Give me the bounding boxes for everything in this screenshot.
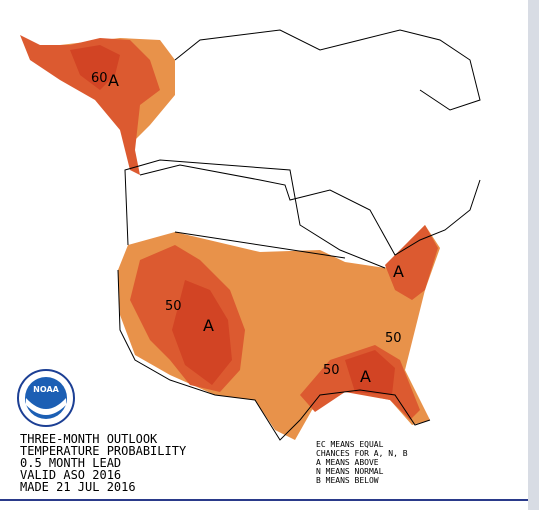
category-label: A [360,367,371,386]
region-above-50 [20,35,160,175]
logo-text: NOAA [33,385,59,394]
category-label: A [108,71,119,90]
legend-line: A MEANS ABOVE [316,458,379,467]
title-line: TEMPERATURE PROBABILITY [20,444,187,458]
coastline [174,29,481,111]
border [124,159,386,269]
title-line: MADE 21 JUL 2016 [20,480,136,494]
title-block: THREE-MONTH OUTLOOK TEMPERATURE PROBABIL… [20,432,187,494]
legend-line: CHANCES FOR A, N, B [316,449,408,458]
contour-label: 50 [385,331,402,346]
coastline [139,164,481,256]
region-above-40-northeast [385,225,438,300]
contour-label: 60 [91,71,108,86]
title-line: VALID ASO 2016 [20,468,121,482]
region-above-50-southeast [345,350,395,395]
title-line: 0.5 MONTH LEAD [20,456,121,470]
category-label: A [393,262,404,281]
title-line: THREE-MONTH OUTLOOK [20,432,158,446]
legend-line: N MEANS NORMAL [316,467,384,476]
region-above-60 [70,45,120,90]
contour-label: 50 [165,299,182,314]
legend-line: B MEANS BELOW [316,476,379,485]
category-label: A [203,316,214,335]
border [174,231,346,259]
noaa-logo: NOAA [17,369,75,427]
coastline [117,269,431,441]
legend: EC MEANS EQUAL CHANCES FOR A, N, B A MEA… [316,440,408,485]
right-border [528,0,539,510]
region-above-50-west [172,280,232,385]
logo-gull [26,398,66,415]
legend-line: EC MEANS EQUAL [316,440,384,449]
contour-label: 50 [323,363,340,378]
